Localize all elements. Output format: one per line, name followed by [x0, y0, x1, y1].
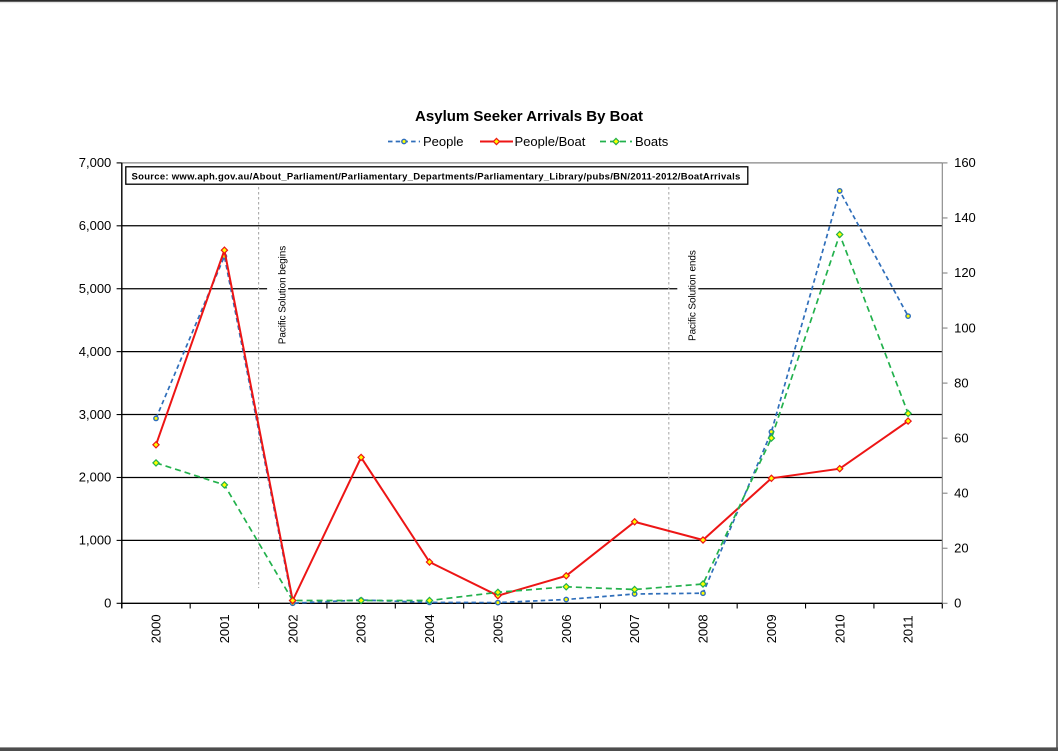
svg-text:2005: 2005 [491, 614, 506, 643]
svg-text:Pacific Solution ends: Pacific Solution ends [688, 250, 699, 341]
svg-text:60: 60 [954, 430, 968, 445]
svg-text:5,000: 5,000 [79, 281, 112, 296]
svg-text:100: 100 [954, 320, 976, 335]
svg-text:2009: 2009 [764, 614, 779, 643]
svg-text:Asylum Seeker Arrivals By Boat: Asylum Seeker Arrivals By Boat [415, 108, 643, 125]
svg-text:4,000: 4,000 [79, 344, 112, 359]
svg-text:3,000: 3,000 [79, 407, 112, 422]
svg-text:Boats: Boats [635, 134, 669, 149]
svg-text:2008: 2008 [696, 614, 711, 643]
svg-text:2002: 2002 [285, 614, 300, 643]
svg-text:0: 0 [954, 596, 961, 611]
svg-text:People: People [423, 134, 463, 149]
svg-text:2007: 2007 [627, 614, 642, 643]
svg-text:0: 0 [104, 596, 111, 611]
svg-text:40: 40 [954, 485, 968, 500]
svg-text:160: 160 [954, 155, 976, 170]
svg-text:1,000: 1,000 [79, 533, 112, 548]
svg-text:2000: 2000 [149, 614, 164, 643]
svg-text:2004: 2004 [422, 614, 437, 643]
svg-text:140: 140 [954, 210, 976, 225]
svg-text:120: 120 [954, 265, 976, 280]
svg-text:2006: 2006 [559, 614, 574, 643]
svg-text:Pacific Solution begins: Pacific Solution begins [277, 246, 288, 344]
svg-text:20: 20 [954, 540, 968, 555]
svg-text:7,000: 7,000 [79, 155, 112, 170]
svg-text:2010: 2010 [832, 614, 847, 643]
svg-text:2,000: 2,000 [79, 470, 112, 485]
svg-text:80: 80 [954, 375, 968, 390]
svg-text:People/Boat: People/Boat [515, 134, 586, 149]
svg-text:2001: 2001 [217, 614, 232, 643]
svg-text:2011: 2011 [901, 615, 916, 643]
svg-text:6,000: 6,000 [79, 218, 112, 233]
svg-text:Source: www.aph.gov.au/About_P: Source: www.aph.gov.au/About_Parliament/… [132, 172, 741, 183]
svg-text:2003: 2003 [354, 614, 369, 643]
